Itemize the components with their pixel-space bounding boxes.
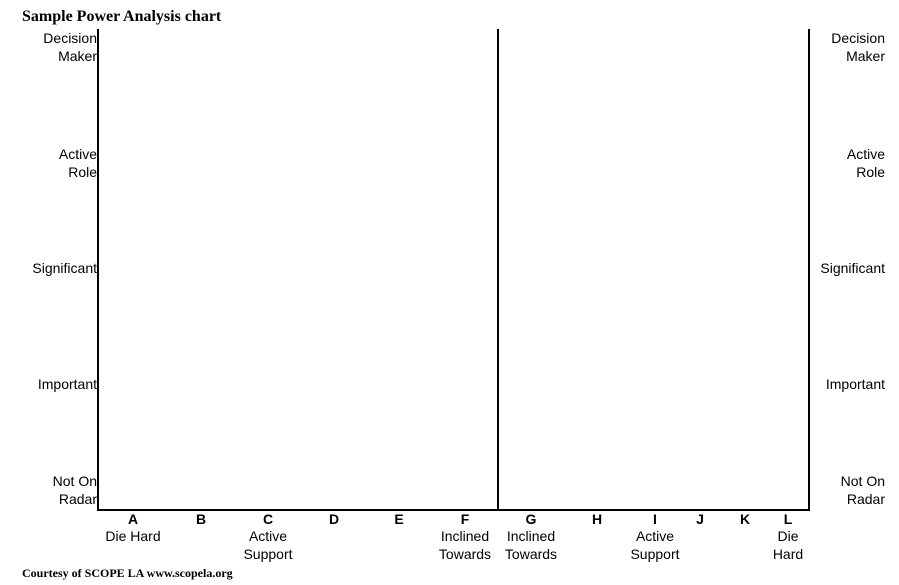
credit-footer: Courtesy of SCOPE LA www.scopela.org [22, 566, 233, 580]
column-letter: J [696, 511, 704, 527]
y-label-right-not-on-radar: Not On Radar [840, 473, 885, 507]
y-label-right-decision-maker: Decision Maker [831, 30, 885, 64]
column-k: K [705, 511, 785, 527]
column-letter: E [394, 511, 404, 527]
column-letter: F [460, 511, 470, 527]
column-d: D [294, 511, 374, 527]
column-b: B [161, 511, 241, 527]
column-g: G Inclined Towards [491, 511, 571, 563]
bottom-axis [97, 509, 810, 511]
column-letter: H [591, 511, 603, 527]
column-letter: C [262, 511, 274, 527]
column-h: H [557, 511, 637, 527]
y-label-right-active-role: Active Role [846, 146, 885, 180]
column-letter: D [328, 511, 340, 527]
center-divider [497, 29, 499, 511]
column-letter: K [739, 511, 751, 527]
y-label-left-not-on-radar: Not On Radar [52, 473, 97, 507]
column-letter: L [783, 511, 793, 527]
y-label-right-significant: Significant [820, 260, 885, 276]
column-label: Die Hard [105, 528, 161, 544]
y-label-left-important: Important [37, 376, 97, 392]
column-letter: B [195, 511, 207, 527]
column-e: E [359, 511, 439, 527]
column-i: I Active Support [615, 511, 695, 563]
column-label: Die Hard [772, 528, 804, 562]
column-l: L Die Hard [748, 511, 828, 563]
column-letter: I [653, 511, 657, 527]
column-label: Active Support [630, 528, 680, 562]
y-label-left-significant: Significant [32, 260, 97, 276]
column-j: J [660, 511, 740, 527]
column-label: Active Support [243, 528, 293, 562]
column-f: F Inclined Towards [425, 511, 505, 563]
column-a: A Die Hard [93, 511, 173, 545]
column-letter: G [525, 511, 537, 527]
y-label-left-active-role: Active Role [58, 146, 97, 180]
column-letter: A [127, 511, 139, 527]
chart-title: Sample Power Analysis chart [22, 8, 222, 25]
left-axis [97, 29, 99, 511]
right-axis [808, 29, 810, 511]
column-c: C Active Support [228, 511, 308, 563]
y-label-right-important: Important [825, 376, 885, 392]
column-label: Inclined Towards [438, 528, 492, 562]
y-label-left-decision-maker: Decision Maker [43, 30, 97, 64]
column-label: Inclined Towards [504, 528, 558, 562]
